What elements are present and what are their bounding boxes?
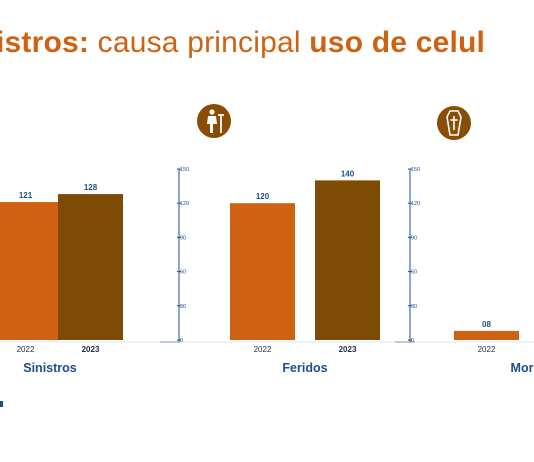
x-tick-label: 2023 bbox=[82, 345, 100, 354]
title-part-bold-2: uso de celul bbox=[309, 26, 486, 59]
data-label: 128 bbox=[84, 183, 98, 192]
data-label: 121 bbox=[19, 191, 33, 200]
x-tick-label: 2022 bbox=[17, 345, 35, 354]
x-tick-label: 2023 bbox=[339, 345, 357, 354]
chart-title: Feridos bbox=[282, 361, 327, 375]
bar bbox=[230, 203, 295, 340]
y-tick-label: 60 bbox=[180, 270, 186, 276]
title-part-light: causa principal bbox=[89, 26, 310, 59]
x-tick-label: 2022 bbox=[478, 345, 496, 354]
data-label: 08 bbox=[482, 320, 491, 329]
y-tick-label: 30 bbox=[180, 304, 186, 310]
bar bbox=[58, 194, 123, 340]
title-part-bold: istros: bbox=[0, 26, 90, 59]
data-label: 120 bbox=[256, 192, 270, 201]
bar bbox=[0, 202, 58, 340]
y-tick-label: 150 bbox=[180, 167, 189, 173]
icon-head bbox=[209, 109, 215, 115]
bar bbox=[454, 330, 519, 340]
y-tick-label: 150 bbox=[411, 167, 420, 173]
data-label: 140 bbox=[341, 169, 355, 178]
chart-title: Sinistros bbox=[23, 361, 77, 375]
bar bbox=[315, 180, 380, 340]
icon-body bbox=[207, 116, 217, 133]
y-tick-label: 120 bbox=[411, 201, 420, 207]
icon-coffin bbox=[446, 110, 462, 136]
y-tick-label: 60 bbox=[411, 270, 417, 276]
x-tick-label: 2022 bbox=[254, 345, 272, 354]
y-tick-label: 0 bbox=[411, 338, 414, 344]
footer-mark bbox=[0, 401, 3, 407]
chart-title: Mor bbox=[511, 361, 534, 375]
y-tick-label: 30 bbox=[411, 304, 417, 310]
y-tick-label: 90 bbox=[180, 235, 186, 241]
y-tick-label: 90 bbox=[411, 235, 417, 241]
page-title: istros: causa principal uso de celul bbox=[0, 26, 485, 60]
y-tick-label: 120 bbox=[180, 201, 189, 207]
y-tick-label: 0 bbox=[180, 338, 183, 344]
